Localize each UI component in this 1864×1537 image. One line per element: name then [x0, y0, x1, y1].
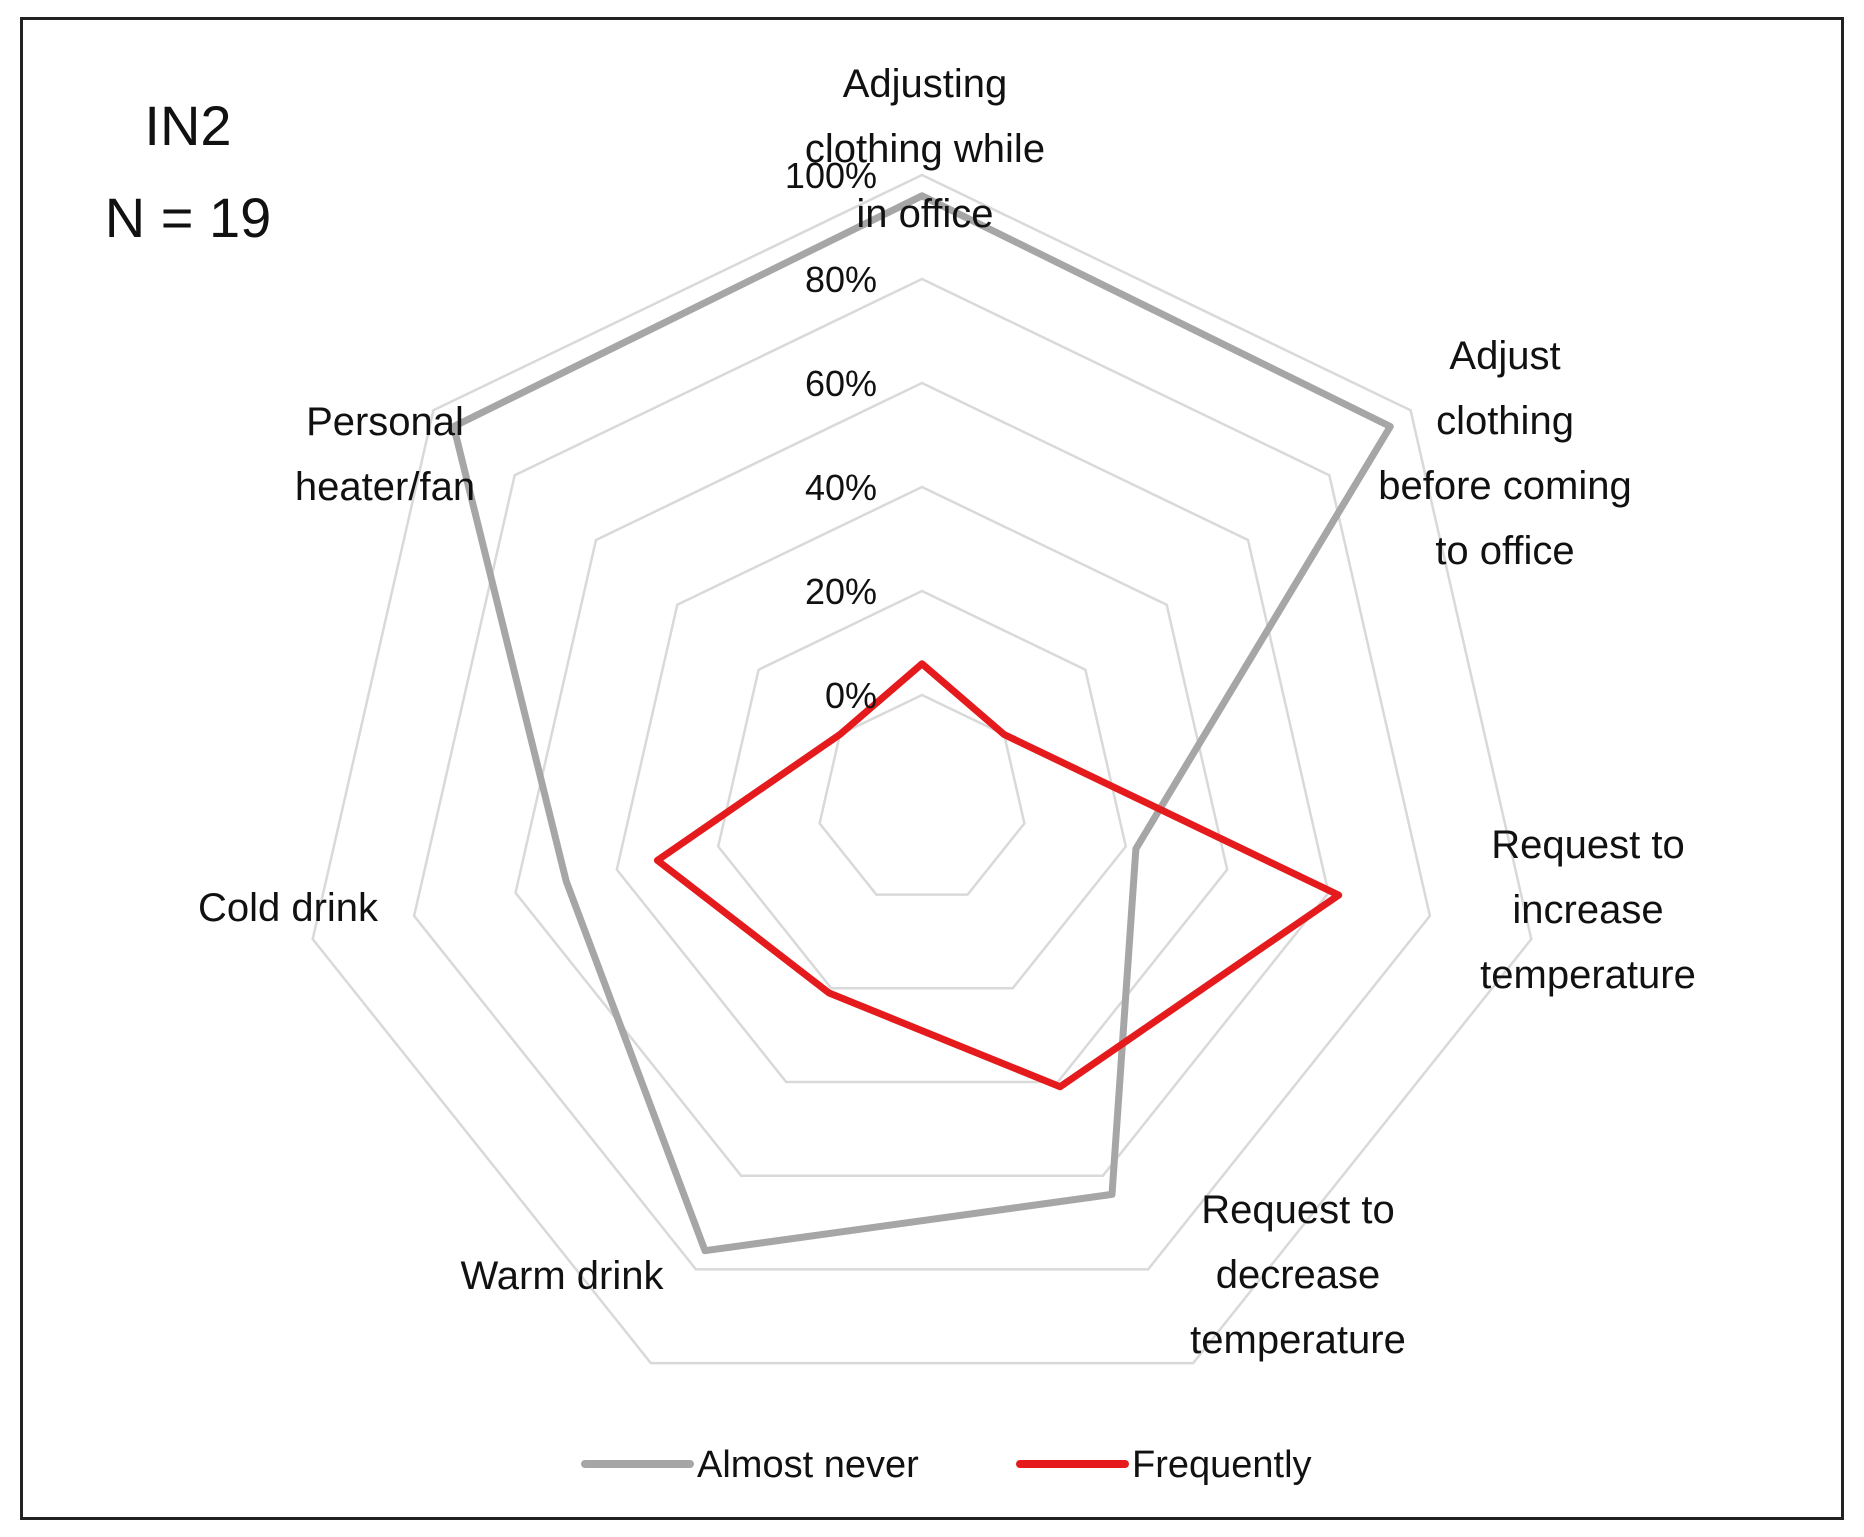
category-label-4: Request to decrease temperature [1190, 1188, 1406, 1362]
tick-label-20: 20% [805, 571, 877, 612]
grid-ring-60 [514, 381, 1330, 1177]
category-label-5: Warm drink [461, 1254, 665, 1298]
category-label-3-line-3: temperature [1480, 953, 1696, 997]
grid-ring-100 [311, 173, 1533, 1365]
legend-label-frequently: Frequently [1132, 1444, 1312, 1486]
radar-series [450, 192, 1394, 1255]
category-labels: Adjusting clothing while in office Adjust cl… [198, 62, 1696, 1362]
category-label-1-line-3: in office [856, 192, 993, 236]
category-label-2-line-3: before coming [1378, 464, 1631, 508]
tick-label-40: 40% [805, 467, 877, 508]
category-label-4-line-2: decrease [1216, 1253, 1381, 1297]
series-line-almost-never [450, 192, 1394, 1255]
category-label-1-line-1: Adjusting [843, 62, 1008, 106]
grid-ring-0 [818, 693, 1026, 896]
tick-label-100: 100% [785, 155, 877, 196]
category-label-7-line-1: Personal [306, 400, 464, 444]
legend: Almost never Frequently [581, 1444, 1312, 1486]
grid-ring-20 [716, 589, 1128, 990]
category-label-5-line-1: Warm drink [461, 1254, 665, 1298]
category-label-2: Adjust clothing before coming to office [1378, 334, 1631, 573]
series-line-frequently [653, 660, 1343, 1091]
category-label-3-line-2: increase [1512, 888, 1663, 932]
tick-label-60: 60% [805, 363, 877, 404]
radar-grid [311, 173, 1533, 1365]
category-label-7: Personal heater/fan [295, 400, 475, 509]
category-label-2-line-1: Adjust [1449, 334, 1560, 378]
category-label-4-line-1: Request to [1201, 1188, 1394, 1232]
category-label-4-line-3: temperature [1190, 1318, 1406, 1362]
panel-n-label: N = 19 [105, 186, 272, 249]
category-label-3: Request to increase temperature [1480, 823, 1696, 997]
category-label-6-line-1: Cold drink [198, 886, 379, 930]
grid-ring-40 [615, 485, 1229, 1084]
panel-annotation: IN2 N = 19 [105, 94, 272, 249]
radial-tick-labels: 0% 20% 40% 60% 80% 100% [785, 155, 877, 716]
category-label-3-line-1: Request to [1491, 823, 1684, 867]
grid-ring-80 [412, 277, 1432, 1271]
category-label-2-line-2: clothing [1436, 399, 1574, 443]
category-label-1-line-2: clothing while [805, 127, 1045, 171]
category-label-6: Cold drink [198, 886, 379, 930]
category-label-2-line-4: to office [1435, 529, 1574, 573]
tick-label-80: 80% [805, 259, 877, 300]
tick-label-0: 0% [825, 675, 877, 716]
panel-name: IN2 [144, 94, 231, 157]
category-label-1: Adjusting clothing while in office [805, 62, 1045, 236]
legend-label-almost-never: Almost never [697, 1444, 919, 1486]
category-label-7-line-2: heater/fan [295, 465, 475, 509]
